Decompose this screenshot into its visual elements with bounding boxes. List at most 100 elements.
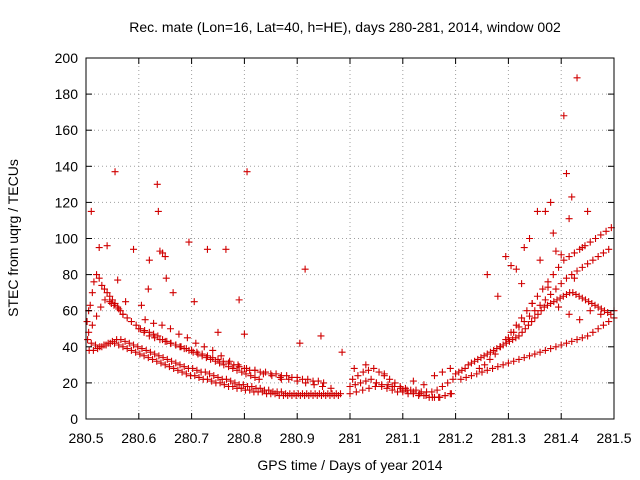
data-point bbox=[518, 328, 526, 336]
data-point bbox=[531, 350, 539, 358]
data-point bbox=[510, 357, 518, 365]
y-tick-label: 40 bbox=[62, 339, 78, 355]
data-point bbox=[216, 359, 224, 367]
data-point bbox=[597, 310, 605, 318]
data-point bbox=[383, 384, 391, 392]
data-point bbox=[310, 381, 318, 389]
data-point bbox=[375, 368, 383, 376]
data-point bbox=[150, 319, 158, 327]
data-point bbox=[265, 386, 273, 394]
data-point bbox=[229, 383, 237, 391]
data-point bbox=[547, 290, 555, 298]
data-point bbox=[163, 355, 171, 363]
data-point bbox=[314, 377, 322, 385]
data-point bbox=[302, 379, 310, 387]
data-point bbox=[486, 348, 494, 356]
data-point bbox=[552, 343, 560, 351]
chart-title: Rec. mate (Lon=16, Lat=40, h=HE), days 2… bbox=[129, 19, 561, 35]
data-point bbox=[317, 332, 325, 340]
y-axis-label: STEC from uqrg / TECUs bbox=[5, 159, 21, 317]
data-point bbox=[141, 316, 149, 324]
data-point bbox=[145, 328, 153, 336]
data-point bbox=[190, 298, 198, 306]
data-point bbox=[301, 265, 309, 273]
data-point bbox=[276, 373, 284, 381]
data-point bbox=[255, 375, 263, 383]
data-point bbox=[351, 381, 359, 389]
data-point bbox=[178, 368, 186, 376]
data-point bbox=[531, 307, 539, 315]
data-point bbox=[220, 381, 228, 389]
data-point bbox=[549, 271, 557, 279]
data-point bbox=[100, 285, 108, 293]
data-point bbox=[216, 379, 224, 387]
data-point bbox=[435, 393, 443, 401]
data-point bbox=[93, 312, 101, 320]
data-point bbox=[573, 267, 581, 275]
data-point bbox=[372, 379, 380, 387]
data-point bbox=[378, 381, 386, 389]
data-point bbox=[277, 375, 285, 383]
data-point bbox=[553, 296, 561, 304]
data-point bbox=[346, 383, 354, 391]
data-point bbox=[239, 381, 247, 389]
data-point bbox=[159, 249, 167, 257]
data-point bbox=[510, 328, 518, 336]
data-point bbox=[449, 375, 457, 383]
data-point bbox=[153, 180, 161, 188]
x-tick-label: 280.5 bbox=[68, 430, 103, 446]
data-point bbox=[140, 352, 148, 360]
data-point bbox=[127, 346, 135, 354]
data-point bbox=[185, 238, 193, 246]
data-point bbox=[362, 361, 370, 369]
data-point bbox=[320, 379, 328, 387]
data-point bbox=[533, 292, 541, 300]
data-point bbox=[84, 336, 92, 344]
data-point bbox=[496, 343, 504, 351]
x-tick-label: 280.7 bbox=[174, 430, 209, 446]
data-point bbox=[103, 289, 111, 297]
data-point bbox=[520, 354, 528, 362]
data-point bbox=[137, 301, 145, 309]
data-point bbox=[581, 296, 589, 304]
data-point bbox=[222, 245, 230, 253]
data-point bbox=[162, 274, 170, 282]
data-point bbox=[422, 392, 430, 400]
y-tick-label: 20 bbox=[62, 375, 78, 391]
data-point bbox=[521, 325, 529, 333]
data-point bbox=[237, 384, 245, 392]
data-point bbox=[547, 198, 555, 206]
data-point bbox=[88, 321, 96, 329]
data-point bbox=[493, 345, 501, 353]
data-point bbox=[145, 256, 153, 264]
data-point bbox=[528, 299, 536, 307]
data-point bbox=[115, 341, 123, 349]
data-point bbox=[573, 336, 581, 344]
data-point bbox=[478, 368, 486, 376]
data-point bbox=[268, 372, 276, 380]
data-point bbox=[584, 332, 592, 340]
data-point bbox=[444, 379, 452, 387]
data-point bbox=[515, 332, 523, 340]
data-point bbox=[182, 370, 190, 378]
data-point bbox=[198, 352, 206, 360]
data-point bbox=[319, 383, 327, 391]
data-point bbox=[490, 346, 498, 354]
data-point bbox=[142, 346, 150, 354]
y-tick-label: 140 bbox=[55, 158, 79, 174]
data-point bbox=[346, 390, 354, 398]
data-point bbox=[251, 366, 259, 374]
y-tick-label: 0 bbox=[70, 411, 78, 427]
data-point bbox=[277, 388, 285, 396]
data-point bbox=[365, 384, 373, 392]
data-point bbox=[512, 265, 520, 273]
data-point bbox=[541, 207, 549, 215]
x-tick-label: 281.3 bbox=[491, 430, 526, 446]
data-point bbox=[272, 370, 280, 378]
data-point bbox=[214, 373, 222, 381]
data-point bbox=[95, 244, 103, 252]
x-tick-label: 280.9 bbox=[280, 430, 315, 446]
data-point bbox=[550, 298, 558, 306]
data-point bbox=[248, 383, 256, 391]
data-point bbox=[283, 372, 291, 380]
